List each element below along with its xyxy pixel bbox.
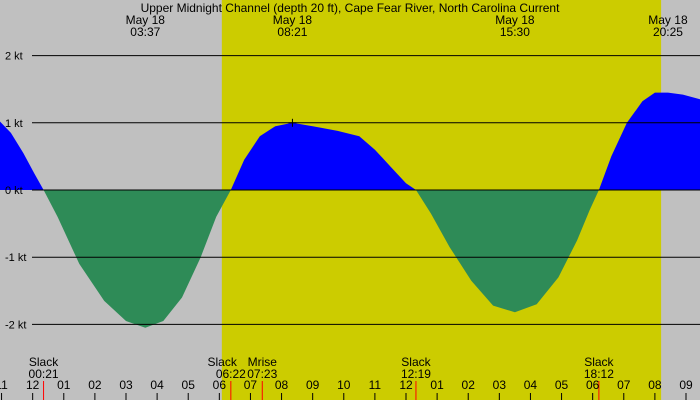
y-tick-label: -1 kt: [5, 252, 26, 264]
top-event-time: 20:25: [653, 25, 683, 39]
x-axis: 11 12 01 02 03 04 05 06 07 08 09 10 11 12 01 02 03 04 05 06…: [0, 378, 693, 400]
ebb-area: [0, 190, 700, 328]
bottom-event-label: Mrise: [248, 355, 278, 369]
flood-area: [0, 92, 700, 190]
bottom-event-time: 00:21: [29, 367, 59, 381]
x-tick-label: 08: [648, 378, 662, 392]
x-tick-label: 04: [524, 378, 538, 392]
x-tick-label: 06: [213, 378, 227, 392]
bottom-event-time: 12:19: [401, 367, 431, 381]
bottom-event-label: Slack: [584, 355, 614, 369]
top-event-time: 15:30: [500, 25, 530, 39]
current-marker: [288, 118, 297, 127]
bottom-event-label: Slack: [208, 355, 238, 369]
x-tick-label: 07: [244, 378, 258, 392]
top-event-time: 03:37: [130, 25, 160, 39]
x-tick-label: 12: [399, 378, 413, 392]
x-tick-label: 02: [462, 378, 476, 392]
x-tick-label: 01: [57, 378, 71, 392]
chart-title: Upper Midnight Channel (depth 20 ft), Ca…: [141, 1, 561, 15]
x-tick-label: 08: [275, 378, 289, 392]
y-tick-label: 0 kt: [5, 185, 23, 197]
x-tick-label: 03: [119, 378, 133, 392]
bottom-event-label: Slack: [29, 355, 59, 369]
x-tick-label: 09: [679, 378, 693, 392]
y-tick-label: -2 kt: [5, 319, 26, 331]
bottom-event-time: 18:12: [584, 367, 614, 381]
bottom-event-time: 06:22: [216, 367, 246, 381]
top-event-date: May 18: [648, 13, 688, 27]
x-tick-label: 05: [182, 378, 196, 392]
x-tick-label: 03: [493, 378, 507, 392]
x-tick-label: 12: [26, 378, 40, 392]
top-event-date: May 18: [495, 13, 535, 27]
x-tick-label: 09: [306, 378, 320, 392]
x-tick-label: 02: [88, 378, 102, 392]
x-tick-label: 06: [586, 378, 600, 392]
bottom-event-label: Slack: [401, 355, 431, 369]
top-event-date: May 18: [273, 13, 313, 27]
y-gridlines: 2 kt 1 kt 0 kt -1 kt -2 kt: [5, 51, 700, 331]
x-tick-label: 04: [150, 378, 164, 392]
x-tick-label: 07: [617, 378, 631, 392]
x-tick-label: 11: [369, 378, 382, 392]
y-tick-label: 2 kt: [5, 51, 23, 63]
x-tick-label: 10: [337, 378, 351, 392]
top-event-date: May 18: [126, 13, 166, 27]
bottom-event-time: 07:23: [247, 367, 277, 381]
y-tick-label: 1 kt: [5, 118, 23, 130]
x-tick-label: 01: [430, 378, 444, 392]
top-event-time: 08:21: [277, 25, 307, 39]
x-tick-label: 11: [0, 378, 8, 392]
x-tick-label: 05: [555, 378, 569, 392]
current-area: [0, 92, 700, 328]
bottom-event-labels: Slack00:21Slack06:22Mrise07:23Slack12:19…: [29, 355, 615, 400]
